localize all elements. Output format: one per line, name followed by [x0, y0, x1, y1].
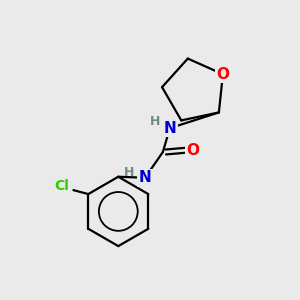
- Text: H: H: [150, 115, 160, 128]
- Text: N: N: [139, 170, 152, 185]
- Text: O: O: [216, 67, 230, 82]
- Text: H: H: [124, 166, 134, 179]
- Text: N: N: [164, 121, 176, 136]
- Text: O: O: [186, 142, 199, 158]
- Text: Cl: Cl: [54, 179, 69, 193]
